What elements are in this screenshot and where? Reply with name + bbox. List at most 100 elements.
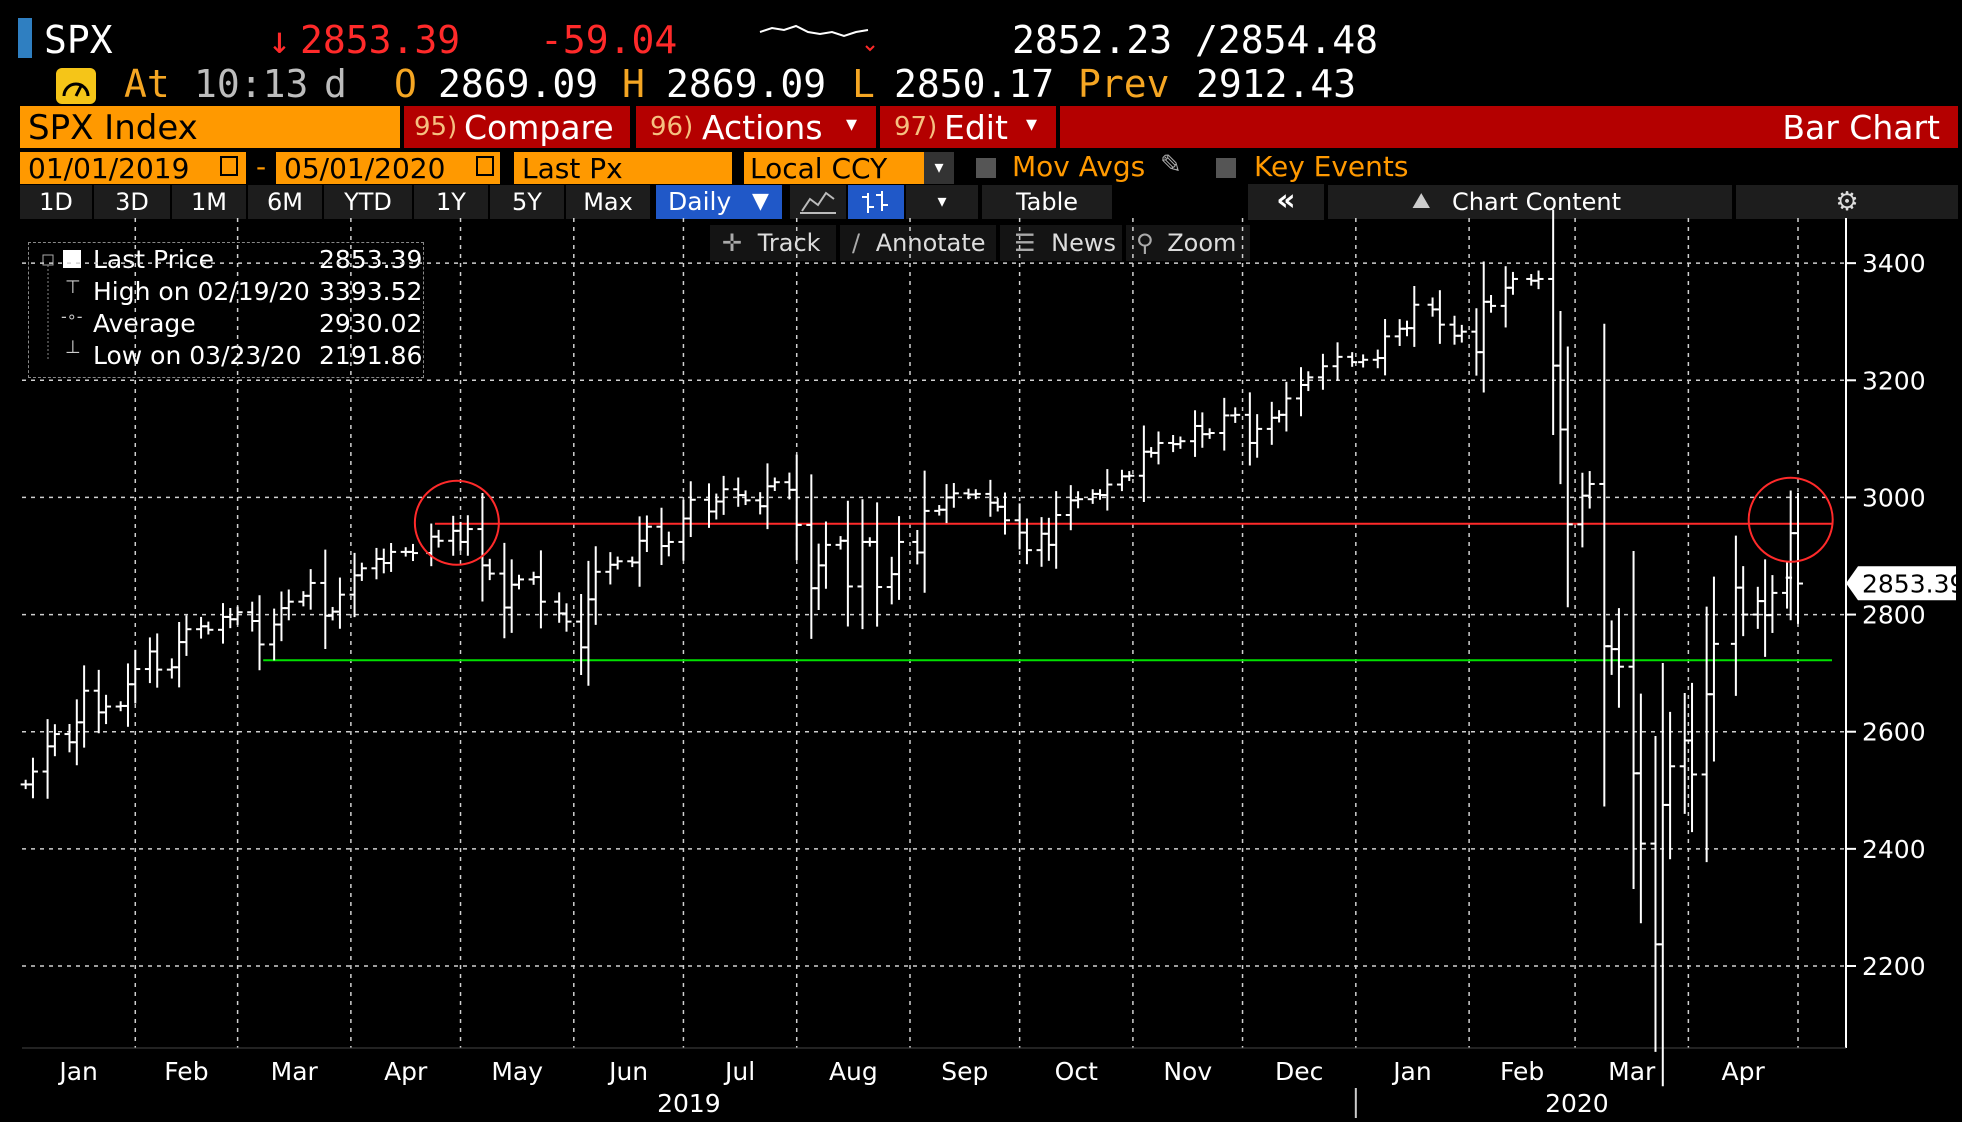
period-1y[interactable]: 1Y	[414, 185, 488, 219]
bid-ask: 2852.23 /2854.48	[1012, 18, 1379, 62]
track-label: Track	[757, 229, 821, 257]
table-button[interactable]: Table	[982, 185, 1112, 219]
net-change: -59.04	[540, 18, 678, 62]
y-tick-label: 3000	[1862, 483, 1926, 512]
legend-value: 2853.39	[319, 245, 423, 274]
x-month-label: Jan	[1391, 1057, 1432, 1086]
legend-label: High on 02/19/20	[93, 277, 310, 306]
edit-number: 97)	[894, 112, 938, 142]
field-select[interactable]: Last Px	[514, 152, 732, 185]
zoom-button[interactable]: ⚲ Zoom	[1126, 225, 1250, 261]
legend-value: 2191.86	[319, 341, 423, 370]
legend-low-icon: ⊥	[65, 337, 81, 358]
key-events-checkbox[interactable]	[1216, 158, 1236, 178]
prev-label: Prev	[1078, 62, 1170, 106]
period-1d[interactable]: 1D	[20, 185, 92, 219]
legend-label: Average	[93, 309, 196, 338]
track-button[interactable]: ✛ Track	[710, 225, 836, 261]
field-value: Last Px	[522, 152, 623, 185]
period-6m[interactable]: 6M	[248, 185, 322, 219]
security-field[interactable]: SPX Index	[20, 106, 400, 148]
gear-icon[interactable]: ⚙	[1736, 185, 1958, 219]
collapse-icon[interactable]: «	[1248, 184, 1324, 220]
mov-avgs-checkbox[interactable]	[976, 158, 996, 178]
down-arrow-icon: ↓	[268, 18, 291, 62]
x-month-label: Mar	[271, 1057, 319, 1086]
quote-time: 10:13	[194, 62, 309, 106]
x-month-label: Nov	[1163, 1057, 1212, 1086]
frequency-select[interactable]: Daily ▼	[656, 185, 782, 219]
bar-chart-icon[interactable]	[848, 185, 904, 219]
prev-value: 2912.43	[1196, 62, 1357, 106]
dropdown-arrow-icon: ▾	[924, 152, 954, 184]
currency-value: Local CCY	[750, 152, 888, 185]
period-1m[interactable]: 1M	[172, 185, 246, 219]
ticker-marker	[18, 18, 32, 58]
legend-high-icon: ⊤	[65, 277, 81, 298]
period-5y[interactable]: 5Y	[490, 185, 564, 219]
period-ytd[interactable]: YTD	[324, 185, 412, 219]
x-month-label: Feb	[164, 1057, 208, 1086]
y-tick-label: 2200	[1862, 952, 1926, 981]
y-tick-label: 3200	[1862, 366, 1926, 395]
high-label: H	[622, 62, 645, 106]
x-month-label: Jan	[57, 1057, 98, 1086]
legend-label: Low on 03/23/20	[93, 341, 302, 370]
annotate-icon: ∕	[852, 229, 861, 257]
currency-select[interactable]: Local CCY ▾	[744, 152, 954, 185]
edit-label: Edit	[944, 108, 1008, 147]
last-price-tag	[1846, 566, 1956, 601]
edit-button[interactable]: 97) Edit ▾	[880, 106, 1056, 148]
legend-value: 3393.52	[319, 277, 423, 306]
period-max[interactable]: Max	[566, 185, 650, 219]
chevron-down-icon: ▼	[752, 189, 769, 214]
compare-button[interactable]: 95) Compare	[404, 106, 630, 148]
legend-average-icon: -∘-	[61, 307, 83, 326]
pencil-icon[interactable]: ✎	[1160, 150, 1182, 180]
chart-content-label: Chart Content	[1452, 188, 1622, 216]
high-value: 2869.09	[666, 62, 827, 106]
y-tick-label: 2600	[1862, 718, 1926, 747]
chart-style-dropdown[interactable]: ▾	[906, 185, 978, 219]
key-events-label[interactable]: Key Events	[1254, 150, 1409, 183]
compare-label: Compare	[464, 108, 614, 147]
legend-box: ⊤ -∘- ⊥ Last Price 2853.39 High on 02/19…	[28, 242, 424, 378]
last-price-tag-label: 2853.39	[1862, 569, 1962, 598]
view-title: Bar Chart	[1782, 108, 1940, 147]
x-year-label: 2019	[657, 1089, 721, 1118]
quote-time-suffix: d	[324, 62, 347, 106]
last-price: 2853.39	[300, 18, 461, 62]
x-month-label: Dec	[1275, 1057, 1323, 1086]
start-date: 01/01/2019	[28, 152, 190, 185]
compare-number: 95)	[414, 112, 458, 142]
annotate-button[interactable]: ∕ Annotate	[840, 225, 996, 261]
view-title-bar: Bar Chart	[1060, 106, 1958, 148]
x-month-label: Apr	[384, 1057, 428, 1086]
x-month-label: Apr	[1722, 1057, 1766, 1086]
open-value: 2869.09	[438, 62, 599, 106]
legend-label: Last Price	[93, 245, 215, 274]
gauge-icon	[56, 68, 96, 104]
mov-avgs-label[interactable]: Mov Avgs	[1012, 150, 1146, 183]
search-icon: ⚲	[1136, 229, 1154, 257]
actions-label: Actions	[702, 108, 823, 147]
chart-content-button[interactable]: ⛰ Chart Content	[1328, 185, 1732, 219]
end-date-field[interactable]: 05/01/2020	[276, 152, 500, 185]
y-tick-label: 2400	[1862, 835, 1926, 864]
end-date: 05/01/2020	[284, 152, 446, 185]
annotate-label: Annotate	[875, 229, 986, 257]
x-month-label: Feb	[1500, 1057, 1544, 1086]
highlight-circle	[1747, 476, 1834, 563]
period-3d[interactable]: 3D	[94, 185, 170, 219]
news-label: News	[1051, 229, 1117, 257]
calendar-icon	[220, 156, 238, 176]
actions-button[interactable]: 96) Actions ▾	[636, 106, 876, 148]
line-chart-icon[interactable]	[790, 185, 846, 219]
x-month-label: May	[491, 1057, 543, 1086]
actions-number: 96)	[650, 112, 694, 142]
open-label: O	[394, 62, 417, 106]
x-month-label: Jul	[723, 1057, 755, 1086]
y-tick-label: 3400	[1862, 249, 1926, 278]
start-date-field[interactable]: 01/01/2019	[20, 152, 246, 185]
